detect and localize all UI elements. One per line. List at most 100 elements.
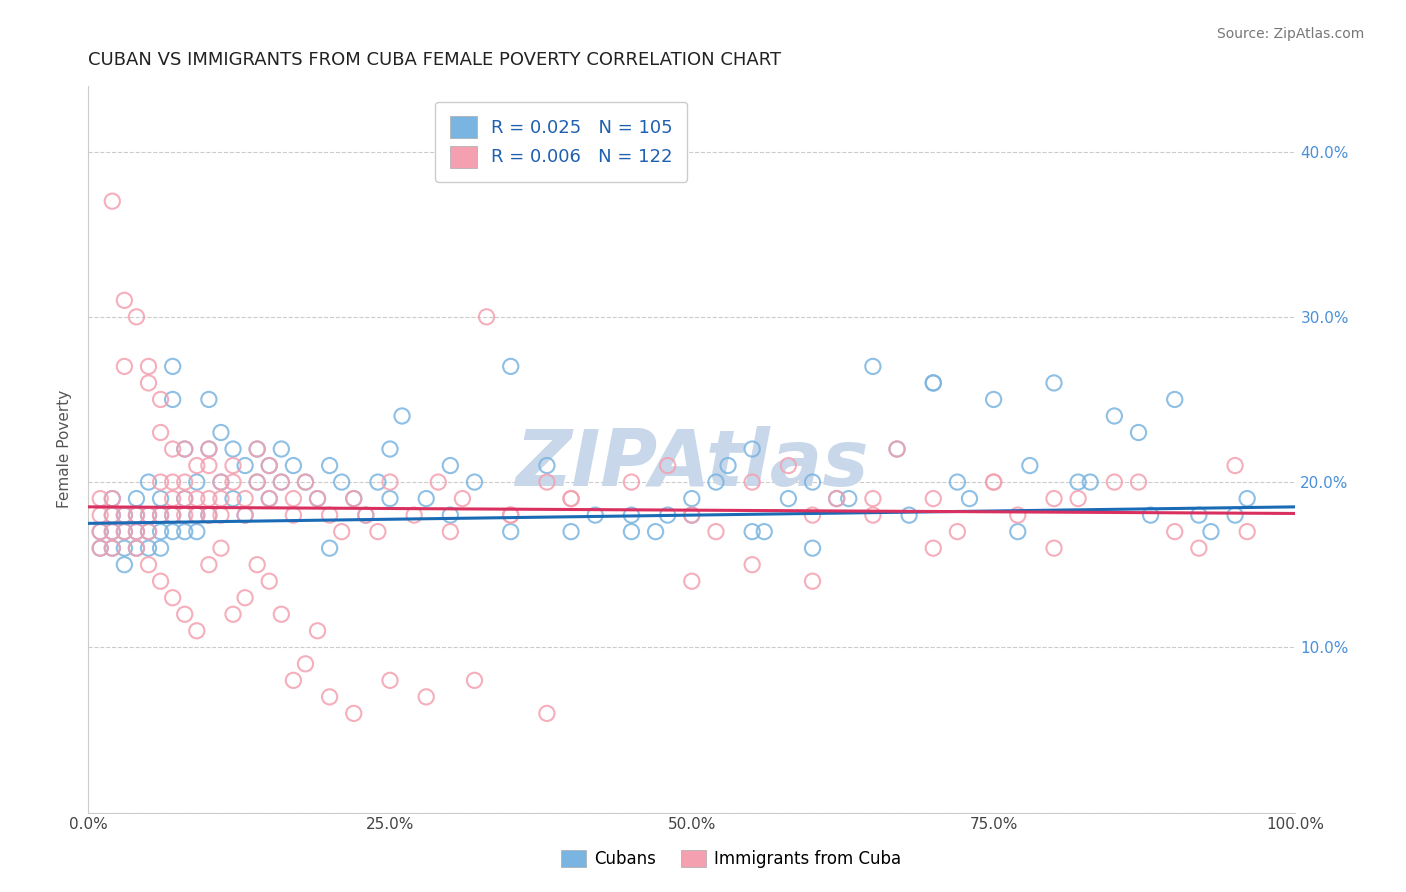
Point bbox=[499, 524, 522, 539]
Point bbox=[354, 508, 377, 522]
Point bbox=[125, 491, 148, 506]
Point bbox=[1223, 508, 1246, 522]
Point bbox=[415, 491, 437, 506]
Point bbox=[246, 442, 269, 456]
Point bbox=[101, 524, 124, 539]
Point bbox=[112, 558, 135, 572]
Point bbox=[138, 508, 160, 522]
Point bbox=[112, 359, 135, 374]
Point bbox=[257, 574, 280, 589]
Point bbox=[886, 442, 908, 456]
Point bbox=[138, 475, 160, 489]
Point bbox=[439, 458, 461, 473]
Point bbox=[186, 475, 208, 489]
Point bbox=[741, 558, 763, 572]
Point bbox=[173, 508, 195, 522]
Point bbox=[89, 508, 111, 522]
Text: CUBAN VS IMMIGRANTS FROM CUBA FEMALE POVERTY CORRELATION CHART: CUBAN VS IMMIGRANTS FROM CUBA FEMALE POV… bbox=[89, 51, 782, 69]
Point bbox=[149, 425, 172, 440]
Point bbox=[186, 508, 208, 522]
Point bbox=[1199, 524, 1222, 539]
Point bbox=[922, 376, 945, 390]
Point bbox=[862, 508, 884, 522]
Point bbox=[620, 508, 643, 522]
Point bbox=[330, 475, 353, 489]
Point bbox=[149, 574, 172, 589]
Point bbox=[922, 491, 945, 506]
Point bbox=[209, 475, 232, 489]
Point bbox=[198, 442, 221, 456]
Point bbox=[983, 475, 1005, 489]
Point bbox=[1128, 425, 1150, 440]
Point bbox=[186, 524, 208, 539]
Point bbox=[283, 458, 305, 473]
Point bbox=[101, 194, 124, 209]
Point bbox=[125, 524, 148, 539]
Point bbox=[620, 475, 643, 489]
Point bbox=[138, 376, 160, 390]
Point bbox=[283, 673, 305, 688]
Point bbox=[717, 458, 740, 473]
Point bbox=[162, 591, 184, 605]
Point bbox=[173, 491, 195, 506]
Point bbox=[101, 524, 124, 539]
Point bbox=[162, 491, 184, 506]
Point bbox=[644, 524, 666, 539]
Point bbox=[257, 491, 280, 506]
Point bbox=[246, 558, 269, 572]
Point bbox=[657, 508, 679, 522]
Point bbox=[257, 491, 280, 506]
Point bbox=[886, 442, 908, 456]
Point bbox=[704, 475, 727, 489]
Point bbox=[1043, 376, 1066, 390]
Point bbox=[983, 392, 1005, 407]
Point bbox=[404, 508, 426, 522]
Point bbox=[162, 524, 184, 539]
Point bbox=[463, 475, 485, 489]
Point bbox=[138, 524, 160, 539]
Point bbox=[125, 508, 148, 522]
Point bbox=[222, 491, 245, 506]
Point bbox=[162, 475, 184, 489]
Point bbox=[681, 508, 703, 522]
Point bbox=[1236, 491, 1258, 506]
Point bbox=[681, 574, 703, 589]
Point bbox=[825, 491, 848, 506]
Point bbox=[657, 458, 679, 473]
Point bbox=[125, 541, 148, 556]
Point bbox=[318, 458, 340, 473]
Point bbox=[1128, 475, 1150, 489]
Point bbox=[283, 508, 305, 522]
Point bbox=[343, 491, 366, 506]
Point bbox=[186, 458, 208, 473]
Point bbox=[149, 491, 172, 506]
Text: ZIPAtlas: ZIPAtlas bbox=[515, 425, 869, 501]
Point bbox=[173, 524, 195, 539]
Point bbox=[343, 491, 366, 506]
Legend: Cubans, Immigrants from Cuba: Cubans, Immigrants from Cuba bbox=[554, 843, 908, 875]
Point bbox=[233, 508, 256, 522]
Point bbox=[583, 508, 606, 522]
Point bbox=[946, 524, 969, 539]
Point bbox=[1007, 524, 1029, 539]
Point bbox=[162, 508, 184, 522]
Point bbox=[294, 657, 316, 671]
Point bbox=[318, 541, 340, 556]
Point bbox=[1188, 508, 1211, 522]
Point bbox=[173, 607, 195, 622]
Point bbox=[536, 706, 558, 721]
Y-axis label: Female Poverty: Female Poverty bbox=[58, 390, 72, 508]
Point bbox=[439, 508, 461, 522]
Point bbox=[560, 524, 582, 539]
Point bbox=[138, 508, 160, 522]
Point bbox=[198, 558, 221, 572]
Point bbox=[138, 558, 160, 572]
Point bbox=[138, 359, 160, 374]
Point bbox=[209, 425, 232, 440]
Point bbox=[270, 475, 292, 489]
Point bbox=[198, 508, 221, 522]
Point bbox=[862, 359, 884, 374]
Point bbox=[270, 475, 292, 489]
Point bbox=[741, 524, 763, 539]
Point bbox=[101, 541, 124, 556]
